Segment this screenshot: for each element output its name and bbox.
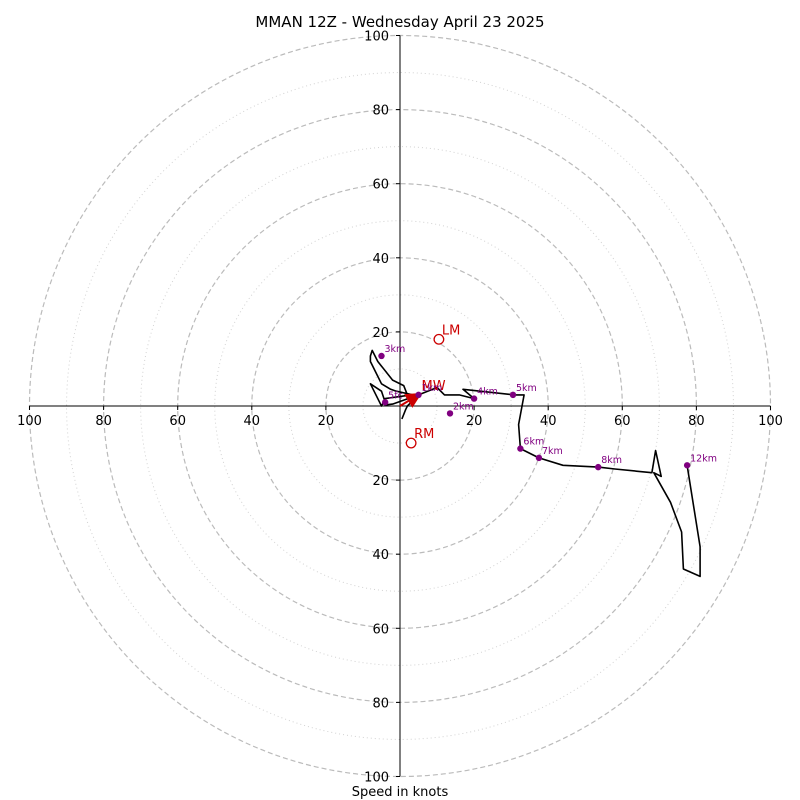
height-marker-5km — [509, 391, 517, 399]
height-label-12km: 12km — [690, 453, 717, 464]
height-marker-8km — [595, 463, 602, 471]
height-marker-1km — [415, 391, 422, 399]
height-marker-2km — [446, 410, 454, 417]
storm-motion-label-mw: MW — [422, 379, 446, 394]
x-tick-label-100: 100 — [17, 414, 42, 429]
height-label-8km: 8km — [601, 455, 622, 466]
x-tick-label-40: 40 — [244, 414, 261, 429]
height-marker-12km — [683, 462, 691, 469]
x-tick-label-80: 80 — [95, 414, 112, 429]
y-tick-label-20: 20 — [372, 326, 389, 341]
x-axis-label: Speed in knots — [352, 785, 449, 800]
storm-motion-markers: LM MW RM — [399, 323, 460, 449]
y-tick-label-80: 80 — [372, 696, 389, 711]
x-tick-label-100: 100 — [758, 414, 783, 429]
mean-wind-arrow — [399, 392, 422, 408]
height-label-5fc: 5fc — [388, 390, 403, 401]
x-tick-label-60: 60 — [614, 414, 631, 429]
y-tick-label-100: 100 — [364, 30, 389, 45]
chart-title: MMAN 12Z - Wednesday April 23 2025 — [255, 13, 544, 31]
height-label-7km: 7km — [542, 446, 563, 457]
storm-motion-label-rm: RM — [414, 427, 434, 442]
height-label-5km: 5km — [516, 383, 537, 394]
x-tick-label-20: 20 — [318, 414, 335, 429]
height-label-6km: 6km — [523, 437, 544, 448]
y-tick-label-80: 80 — [372, 104, 389, 119]
storm-motion-label-lm: LM — [442, 323, 460, 338]
y-tick-label-20: 20 — [372, 474, 389, 489]
storm-motion-marker-rm — [405, 437, 417, 449]
y-tick-label-60: 60 — [372, 178, 389, 193]
x-tick-label-20: 20 — [466, 414, 483, 429]
height-label-3km: 3km — [384, 344, 405, 355]
axis-ticks: 20 20 20 20 40 40 40 40 60 60 60 60 80 80 80 80 100 100 10… — [17, 30, 783, 786]
x-tick-label-80: 80 — [688, 414, 705, 429]
y-tick-label-40: 40 — [372, 252, 389, 267]
y-tick-label-60: 60 — [372, 622, 389, 637]
height-marker-3km — [378, 352, 385, 360]
x-tick-label-40: 40 — [540, 414, 557, 429]
height-marker-7km — [535, 454, 543, 462]
height-marker-6km — [517, 445, 524, 452]
y-tick-label-40: 40 — [372, 548, 389, 563]
x-tick-label-60: 60 — [169, 414, 186, 429]
height-label-4km: 4km — [477, 387, 498, 398]
height-marker-5fc — [381, 399, 389, 406]
height-label-2km: 2km — [453, 401, 474, 412]
height-marker-4km — [470, 395, 478, 402]
storm-motion-marker-lm — [433, 333, 445, 345]
height-label-1km: 1km — [422, 383, 443, 394]
y-tick-label-100: 100 — [364, 771, 389, 786]
